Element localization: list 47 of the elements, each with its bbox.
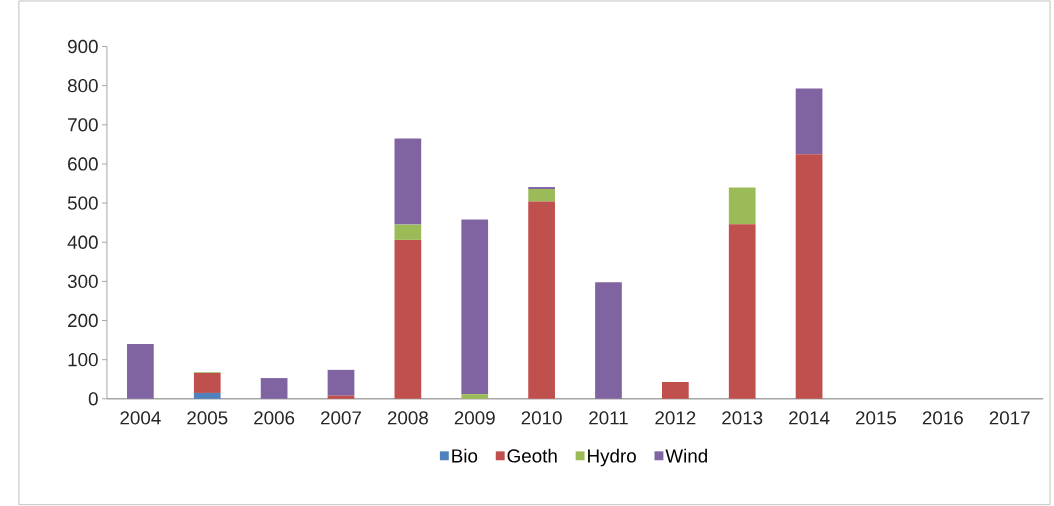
y-tick-label: 500 <box>67 196 98 210</box>
x-tick-label: 2007 <box>321 411 361 425</box>
y-tick-label: 600 <box>68 157 98 171</box>
legend-label: Hydro <box>588 448 636 467</box>
x-tick-label: 2017 <box>989 411 1030 425</box>
x-tick-label: 2009 <box>454 411 495 425</box>
bar <box>394 138 422 225</box>
y-tick-label: 800 <box>67 79 98 93</box>
y-tick-label: 400 <box>67 235 98 250</box>
y-tick-label: 0 <box>88 392 98 406</box>
x-tick-label: 2010 <box>521 411 562 425</box>
y-tick-label: 300 <box>67 274 98 289</box>
bar <box>327 395 355 399</box>
bar <box>394 224 422 241</box>
y-tick-label: 700 <box>68 118 98 132</box>
bar <box>127 344 154 399</box>
y-tick-label: 200 <box>68 314 98 328</box>
bar <box>528 189 555 202</box>
bar <box>193 373 221 394</box>
bar <box>461 394 489 399</box>
x-tick-label: 2015 <box>855 411 897 425</box>
x-tick-label: 2016 <box>922 411 963 425</box>
x-tick-label: 2006 <box>254 411 295 425</box>
legend-label: Wind <box>665 448 707 463</box>
bar <box>394 240 422 399</box>
bar <box>327 370 355 396</box>
bar <box>193 393 221 399</box>
bar <box>661 382 689 399</box>
bar <box>595 282 622 399</box>
x-tick-label: 2008 <box>387 411 428 425</box>
legend-label: Bio <box>452 448 478 463</box>
y-tick-label: 900 <box>68 40 98 54</box>
legend-label: Geoth <box>507 448 557 463</box>
bar <box>728 224 756 399</box>
bar <box>260 378 288 399</box>
bar <box>528 201 555 399</box>
bar <box>795 88 823 155</box>
bar <box>461 219 489 395</box>
bar <box>728 187 756 225</box>
y-tick-label: 100 <box>68 353 98 367</box>
bar <box>795 154 823 399</box>
x-tick-label: 2011 <box>589 411 628 425</box>
x-tick-label: 2013 <box>722 411 763 425</box>
x-tick-label: 2012 <box>655 411 696 425</box>
x-tick-label: 2005 <box>187 411 228 425</box>
x-tick-label: 2004 <box>120 411 161 425</box>
x-tick-label: 2014 <box>789 411 830 425</box>
